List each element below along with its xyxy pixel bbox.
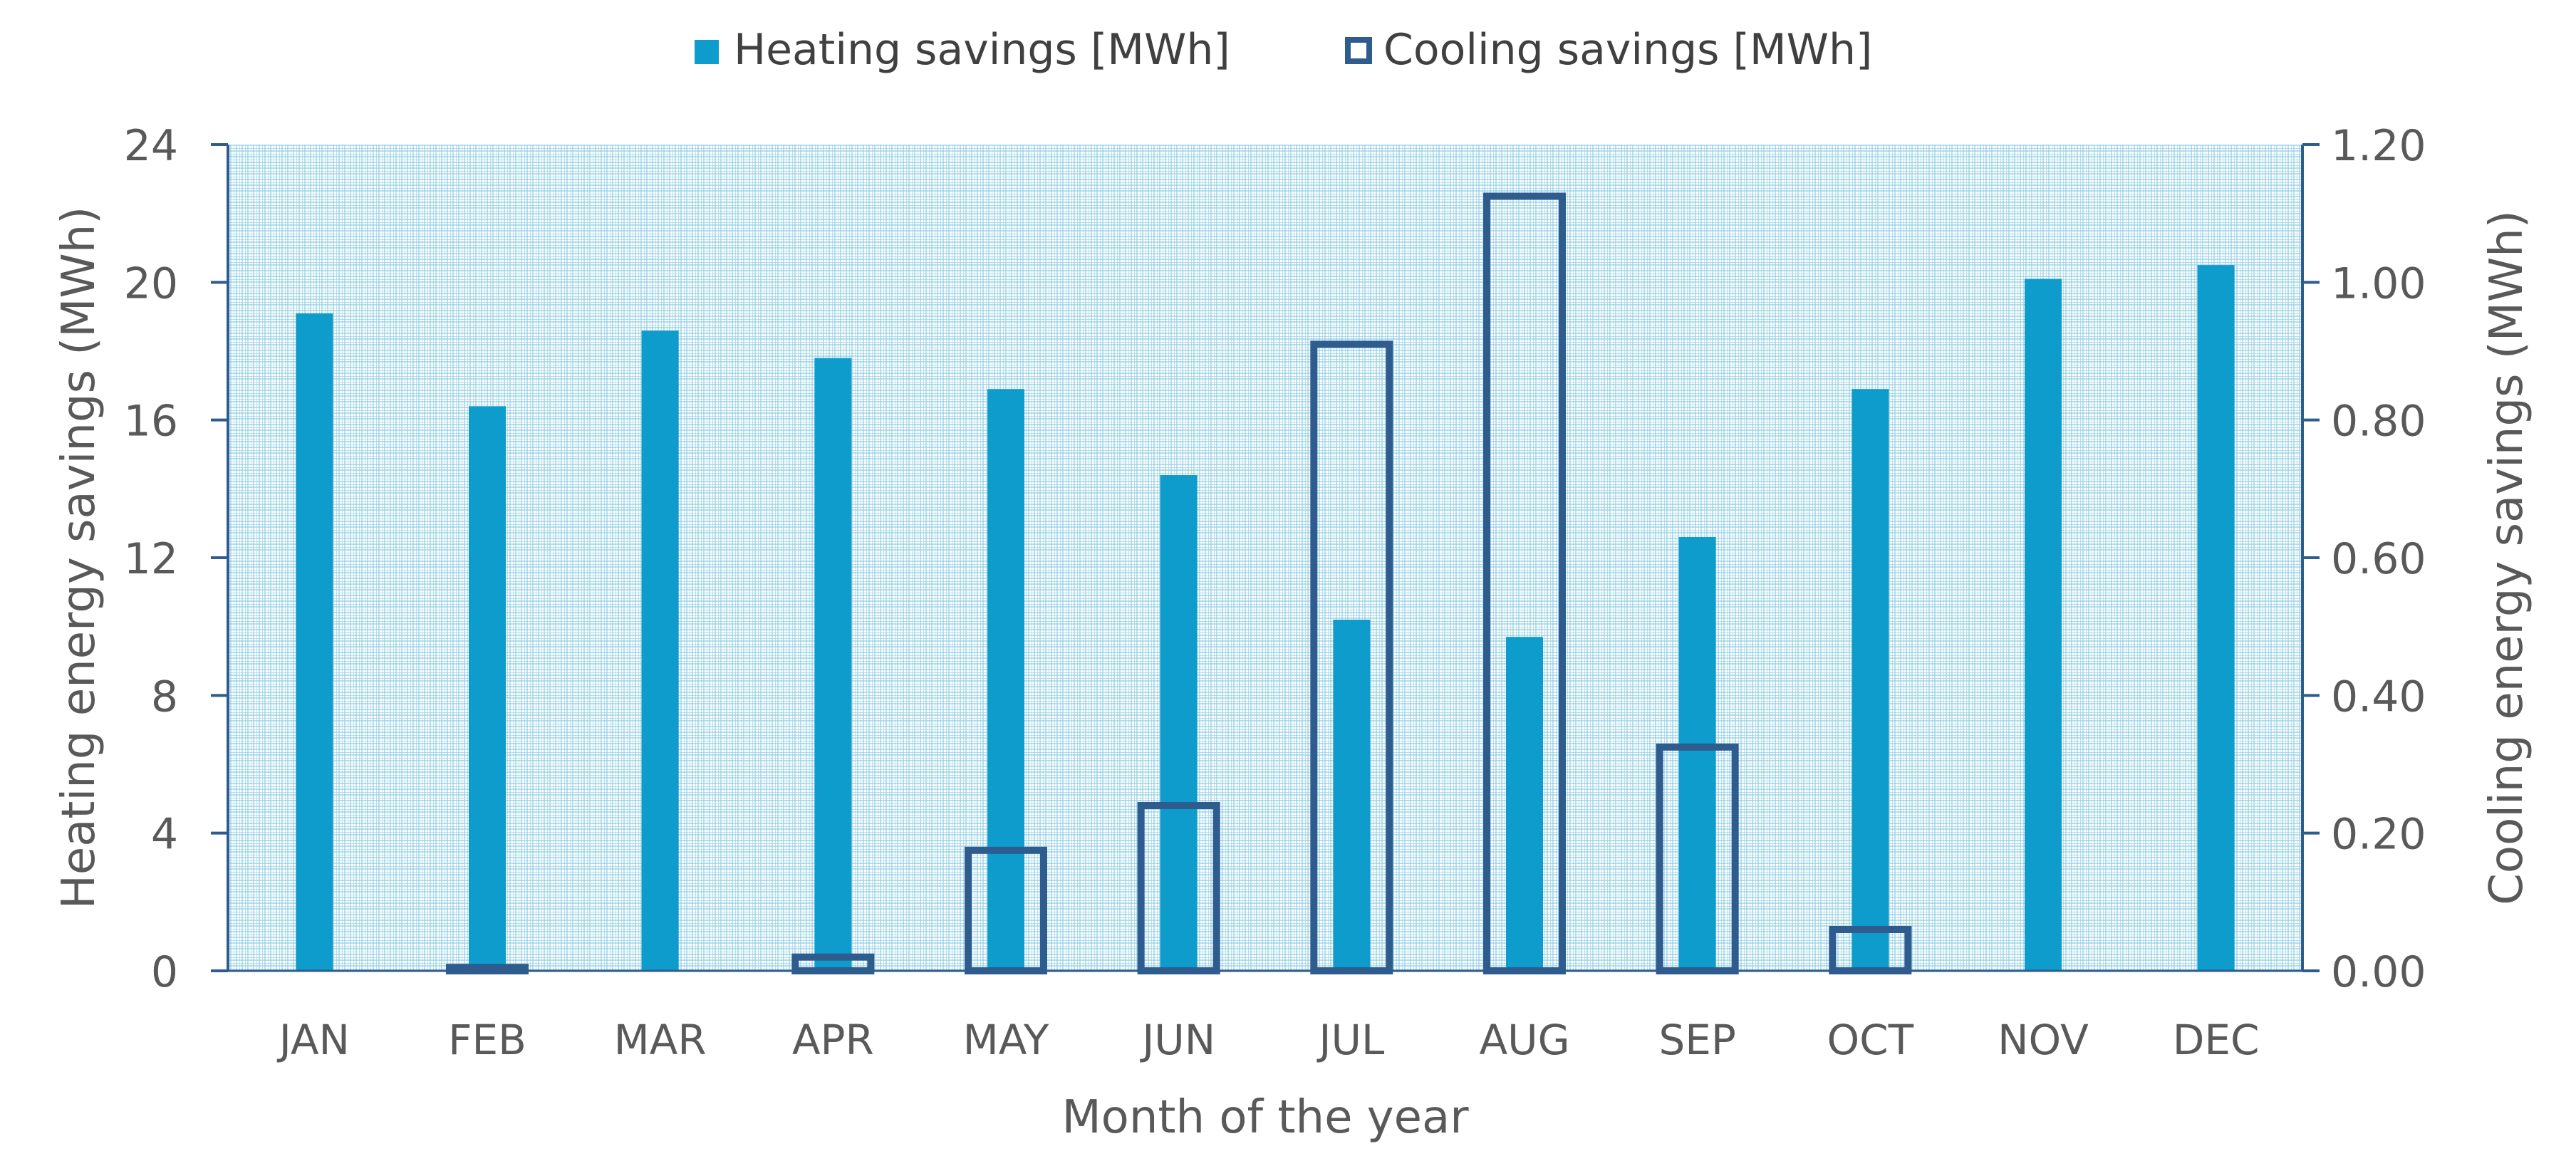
heating-bar xyxy=(1506,637,1543,971)
left-tick-label: 4 xyxy=(151,810,178,860)
x-tick-label: MAY xyxy=(963,1016,1049,1064)
left-tick-label: 24 xyxy=(124,121,178,171)
heating-bar xyxy=(469,406,506,971)
x-tick-label: OCT xyxy=(1827,1016,1914,1064)
right-tick-label: 0.80 xyxy=(2331,397,2426,447)
legend-cooling-label: Cooling savings [MWh] xyxy=(1383,25,1872,75)
heating-bar xyxy=(1333,620,1371,971)
heating-bar xyxy=(641,330,679,971)
legend-cooling-swatch xyxy=(1345,37,1372,64)
legend-heating-label: Heating savings [MWh] xyxy=(734,25,1230,75)
left-tick-label: 0 xyxy=(151,947,178,997)
x-tick-label: JUL xyxy=(1316,1016,1384,1064)
cooling-bar xyxy=(1483,192,1566,974)
cooling-bar xyxy=(791,953,875,974)
right-tick-label: 1.00 xyxy=(2331,259,2426,308)
heating-bar xyxy=(2197,265,2235,972)
plot-area xyxy=(228,145,2302,971)
cooling-bar xyxy=(1656,743,1739,975)
cooling-bar xyxy=(965,846,1047,975)
left-tick-label: 16 xyxy=(124,397,178,447)
right-tick-label: 0.40 xyxy=(2331,672,2426,722)
x-tick-label: DEC xyxy=(2173,1016,2260,1064)
y-axis-title: Heating energy savings (MWh) xyxy=(53,207,105,910)
right-tick-label: 1.20 xyxy=(2331,121,2426,171)
heating-bar xyxy=(2025,279,2062,971)
cooling-bar xyxy=(446,964,529,974)
right-axis-ticks: 0.00 0.20 0.40 0.60 0.80 1.00 1.20 xyxy=(2302,121,2426,997)
x-tick-label: AUG xyxy=(1479,1016,1569,1064)
legend: Heating savings [MWh] Cooling savings [M… xyxy=(695,25,1872,75)
x-tick-label: APR xyxy=(792,1016,874,1064)
x-tick-label: SEP xyxy=(1658,1016,1735,1064)
left-axis-ticks: 0 4 8 12 16 20 24 xyxy=(124,121,228,997)
right-tick-label: 0.00 xyxy=(2331,947,2426,997)
heating-bar xyxy=(1678,537,1716,971)
heating-bar xyxy=(296,313,333,971)
x-axis-title: Month of the year xyxy=(1061,1091,1469,1144)
cooling-series xyxy=(446,192,1912,975)
x-tick-label: JAN xyxy=(277,1016,350,1064)
left-tick-label: 20 xyxy=(124,259,178,308)
left-tick-label: 12 xyxy=(124,534,178,584)
x-tick-label: MAR xyxy=(614,1016,707,1064)
x-axis-ticks: JAN FEB MAR APR MAY JUN JUL AUG SEP OCT NOV DEC xyxy=(277,1016,2260,1064)
x-tick-label: NOV xyxy=(1998,1016,2089,1064)
heating-bar xyxy=(1160,475,1198,971)
x-tick-label: JUN xyxy=(1140,1016,1215,1064)
heating-bar xyxy=(987,389,1024,971)
heating-bar xyxy=(814,358,852,972)
legend-heating-swatch xyxy=(695,40,719,64)
y2-axis-title: Cooling energy savings (MWh) xyxy=(2481,210,2533,905)
x-tick-label: FEB xyxy=(448,1016,526,1064)
cooling-bar xyxy=(1137,802,1220,974)
cooling-bar xyxy=(1310,340,1393,975)
cooling-bar xyxy=(1829,926,1912,974)
left-tick-label: 8 xyxy=(151,672,178,722)
right-tick-label: 0.20 xyxy=(2331,810,2426,860)
heating-series xyxy=(296,265,2235,972)
heating-bar xyxy=(1852,389,1889,971)
right-tick-label: 0.60 xyxy=(2331,534,2426,584)
